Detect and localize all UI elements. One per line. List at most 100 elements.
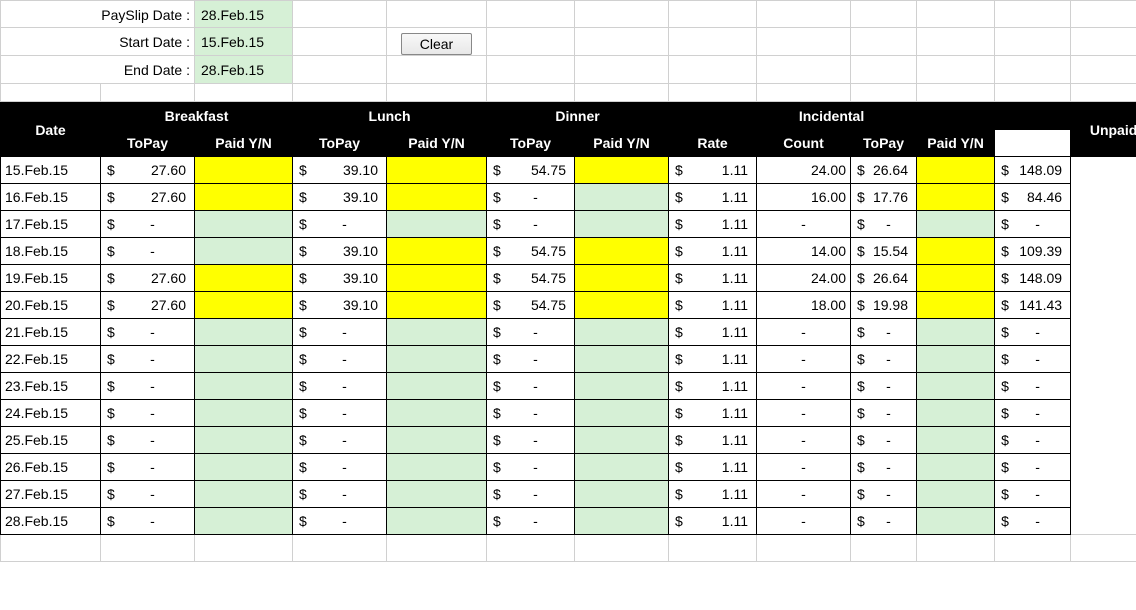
cell-inc-rate[interactable]: $1.11 [669, 454, 757, 481]
cell-inc-count[interactable]: 18.00 [757, 292, 851, 319]
cell-inc-topay[interactable]: $- [851, 508, 917, 535]
cell-inc-count[interactable]: 14.00 [757, 238, 851, 265]
cell-dn-topay[interactable]: $54.75 [487, 157, 575, 184]
cell-date[interactable]: 15.Feb.15 [1, 157, 101, 184]
cell-bf-paid[interactable] [195, 481, 293, 508]
cell-ln-paid[interactable] [387, 184, 487, 211]
cell-inc-rate[interactable]: $1.11 [669, 400, 757, 427]
cell-bf-topay[interactable]: $27.60 [101, 265, 195, 292]
cell-ln-paid[interactable] [387, 346, 487, 373]
cell-unpaid[interactable]: $- [995, 481, 1071, 508]
cell-dn-topay[interactable]: $- [487, 427, 575, 454]
end-date-value[interactable]: 28.Feb.15 [195, 56, 293, 84]
clear-button[interactable]: Clear [401, 33, 472, 55]
cell-ln-topay[interactable]: $- [293, 481, 387, 508]
cell-ln-topay[interactable]: $- [293, 400, 387, 427]
cell-inc-topay[interactable]: $- [851, 400, 917, 427]
cell-bf-paid[interactable] [195, 454, 293, 481]
cell-unpaid[interactable]: $- [995, 319, 1071, 346]
cell-date[interactable]: 27.Feb.15 [1, 481, 101, 508]
cell-date[interactable]: 19.Feb.15 [1, 265, 101, 292]
cell-inc-rate[interactable]: $1.11 [669, 319, 757, 346]
cell-inc-paid[interactable] [917, 184, 995, 211]
cell-bf-paid[interactable] [195, 427, 293, 454]
cell-date[interactable]: 20.Feb.15 [1, 292, 101, 319]
cell-dn-topay[interactable]: $54.75 [487, 238, 575, 265]
cell-date[interactable]: 21.Feb.15 [1, 319, 101, 346]
cell-dn-paid[interactable] [575, 184, 669, 211]
cell-inc-topay[interactable]: $26.64 [851, 157, 917, 184]
cell-inc-count[interactable]: - [757, 481, 851, 508]
cell-inc-paid[interactable] [917, 454, 995, 481]
cell-inc-rate[interactable]: $1.11 [669, 292, 757, 319]
cell-ln-topay[interactable]: $- [293, 427, 387, 454]
cell-bf-topay[interactable]: $- [101, 319, 195, 346]
cell-bf-topay[interactable]: $- [101, 346, 195, 373]
cell-dn-topay[interactable]: $- [487, 319, 575, 346]
cell-date[interactable]: 17.Feb.15 [1, 211, 101, 238]
cell-bf-paid[interactable] [195, 292, 293, 319]
cell-unpaid[interactable]: $- [995, 346, 1071, 373]
cell-bf-paid[interactable] [195, 265, 293, 292]
cell-inc-paid[interactable] [917, 157, 995, 184]
cell-dn-paid[interactable] [575, 211, 669, 238]
cell-dn-paid[interactable] [575, 400, 669, 427]
cell-bf-topay[interactable]: $- [101, 400, 195, 427]
cell-unpaid[interactable]: $141.43 [995, 292, 1071, 319]
cell-inc-paid[interactable] [917, 373, 995, 400]
cell-bf-paid[interactable] [195, 508, 293, 535]
cell-ln-paid[interactable] [387, 400, 487, 427]
cell-ln-topay[interactable]: $- [293, 319, 387, 346]
cell-dn-paid[interactable] [575, 292, 669, 319]
cell-inc-topay[interactable]: $- [851, 481, 917, 508]
cell-bf-topay[interactable]: $27.60 [101, 184, 195, 211]
cell-dn-topay[interactable]: $- [487, 211, 575, 238]
cell-bf-paid[interactable] [195, 319, 293, 346]
cell-unpaid[interactable]: $- [995, 508, 1071, 535]
cell-inc-paid[interactable] [917, 211, 995, 238]
cell-inc-paid[interactable] [917, 481, 995, 508]
cell-inc-count[interactable]: - [757, 400, 851, 427]
cell-dn-topay[interactable]: $- [487, 454, 575, 481]
cell-inc-count[interactable]: - [757, 211, 851, 238]
cell-date[interactable]: 16.Feb.15 [1, 184, 101, 211]
cell-date[interactable]: 22.Feb.15 [1, 346, 101, 373]
cell-ln-topay[interactable]: $39.10 [293, 157, 387, 184]
cell-inc-count[interactable]: - [757, 508, 851, 535]
cell-date[interactable]: 26.Feb.15 [1, 454, 101, 481]
cell-ln-paid[interactable] [387, 292, 487, 319]
cell-unpaid[interactable]: $- [995, 400, 1071, 427]
cell-dn-paid[interactable] [575, 346, 669, 373]
cell-dn-paid[interactable] [575, 265, 669, 292]
cell-inc-paid[interactable] [917, 319, 995, 346]
cell-dn-paid[interactable] [575, 427, 669, 454]
cell-dn-paid[interactable] [575, 508, 669, 535]
cell-dn-topay[interactable]: $- [487, 400, 575, 427]
cell-inc-topay[interactable]: $- [851, 319, 917, 346]
cell-inc-paid[interactable] [917, 346, 995, 373]
cell-inc-topay[interactable]: $15.54 [851, 238, 917, 265]
cell-ln-paid[interactable] [387, 238, 487, 265]
cell-dn-topay[interactable]: $- [487, 346, 575, 373]
cell-inc-topay[interactable]: $- [851, 346, 917, 373]
cell-date[interactable]: 24.Feb.15 [1, 400, 101, 427]
cell-inc-topay[interactable]: $- [851, 454, 917, 481]
cell-ln-topay[interactable]: $- [293, 373, 387, 400]
cell-inc-paid[interactable] [917, 508, 995, 535]
cell-inc-count[interactable]: - [757, 373, 851, 400]
cell-ln-paid[interactable] [387, 319, 487, 346]
cell-inc-count[interactable]: 24.00 [757, 157, 851, 184]
cell-bf-topay[interactable]: $- [101, 238, 195, 265]
cell-inc-rate[interactable]: $1.11 [669, 157, 757, 184]
cell-bf-paid[interactable] [195, 238, 293, 265]
cell-ln-paid[interactable] [387, 211, 487, 238]
cell-bf-topay[interactable]: $- [101, 211, 195, 238]
cell-ln-paid[interactable] [387, 481, 487, 508]
cell-dn-paid[interactable] [575, 454, 669, 481]
cell-dn-paid[interactable] [575, 481, 669, 508]
cell-bf-topay[interactable]: $27.60 [101, 157, 195, 184]
cell-date[interactable]: 28.Feb.15 [1, 508, 101, 535]
cell-ln-paid[interactable] [387, 508, 487, 535]
cell-inc-topay[interactable]: $- [851, 373, 917, 400]
cell-unpaid[interactable]: $148.09 [995, 157, 1071, 184]
